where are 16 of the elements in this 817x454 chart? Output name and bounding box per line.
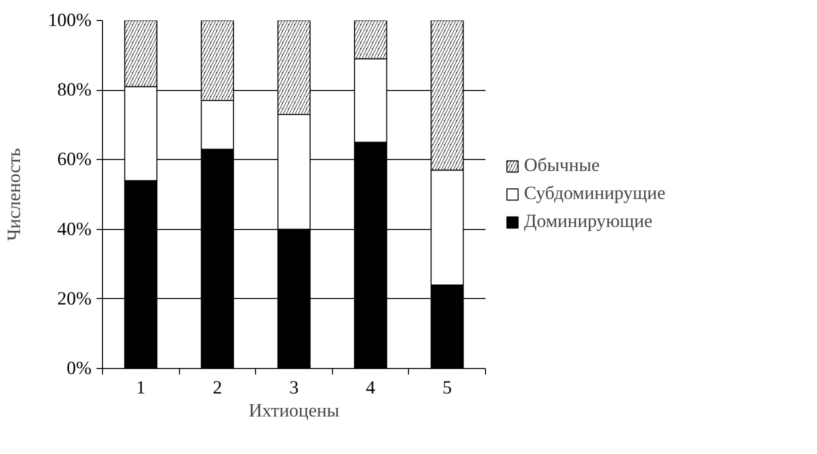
x-tick-label: 5 <box>442 378 452 398</box>
y-tick-label: 40% <box>57 218 92 240</box>
y-axis-title: Численость <box>4 148 25 241</box>
x-tick-label: 1 <box>136 378 146 398</box>
y-tick-label: 60% <box>57 149 92 170</box>
y-tick-label: 80% <box>57 80 92 101</box>
y-tick-label: 100% <box>48 10 92 31</box>
x-tick-label: 3 <box>289 378 299 398</box>
legend-label: Доминирующие <box>524 211 652 233</box>
x-tick-label: 4 <box>366 378 376 398</box>
x-tick-label: 2 <box>212 378 222 398</box>
x-axis-title: Ихтиоцены <box>248 400 340 422</box>
legend-label: Субдоминирущие <box>524 183 666 205</box>
y-tick-label: 0% <box>66 358 92 379</box>
legend-label: Обычные <box>524 155 600 177</box>
y-tick-label: 20% <box>57 288 92 310</box>
